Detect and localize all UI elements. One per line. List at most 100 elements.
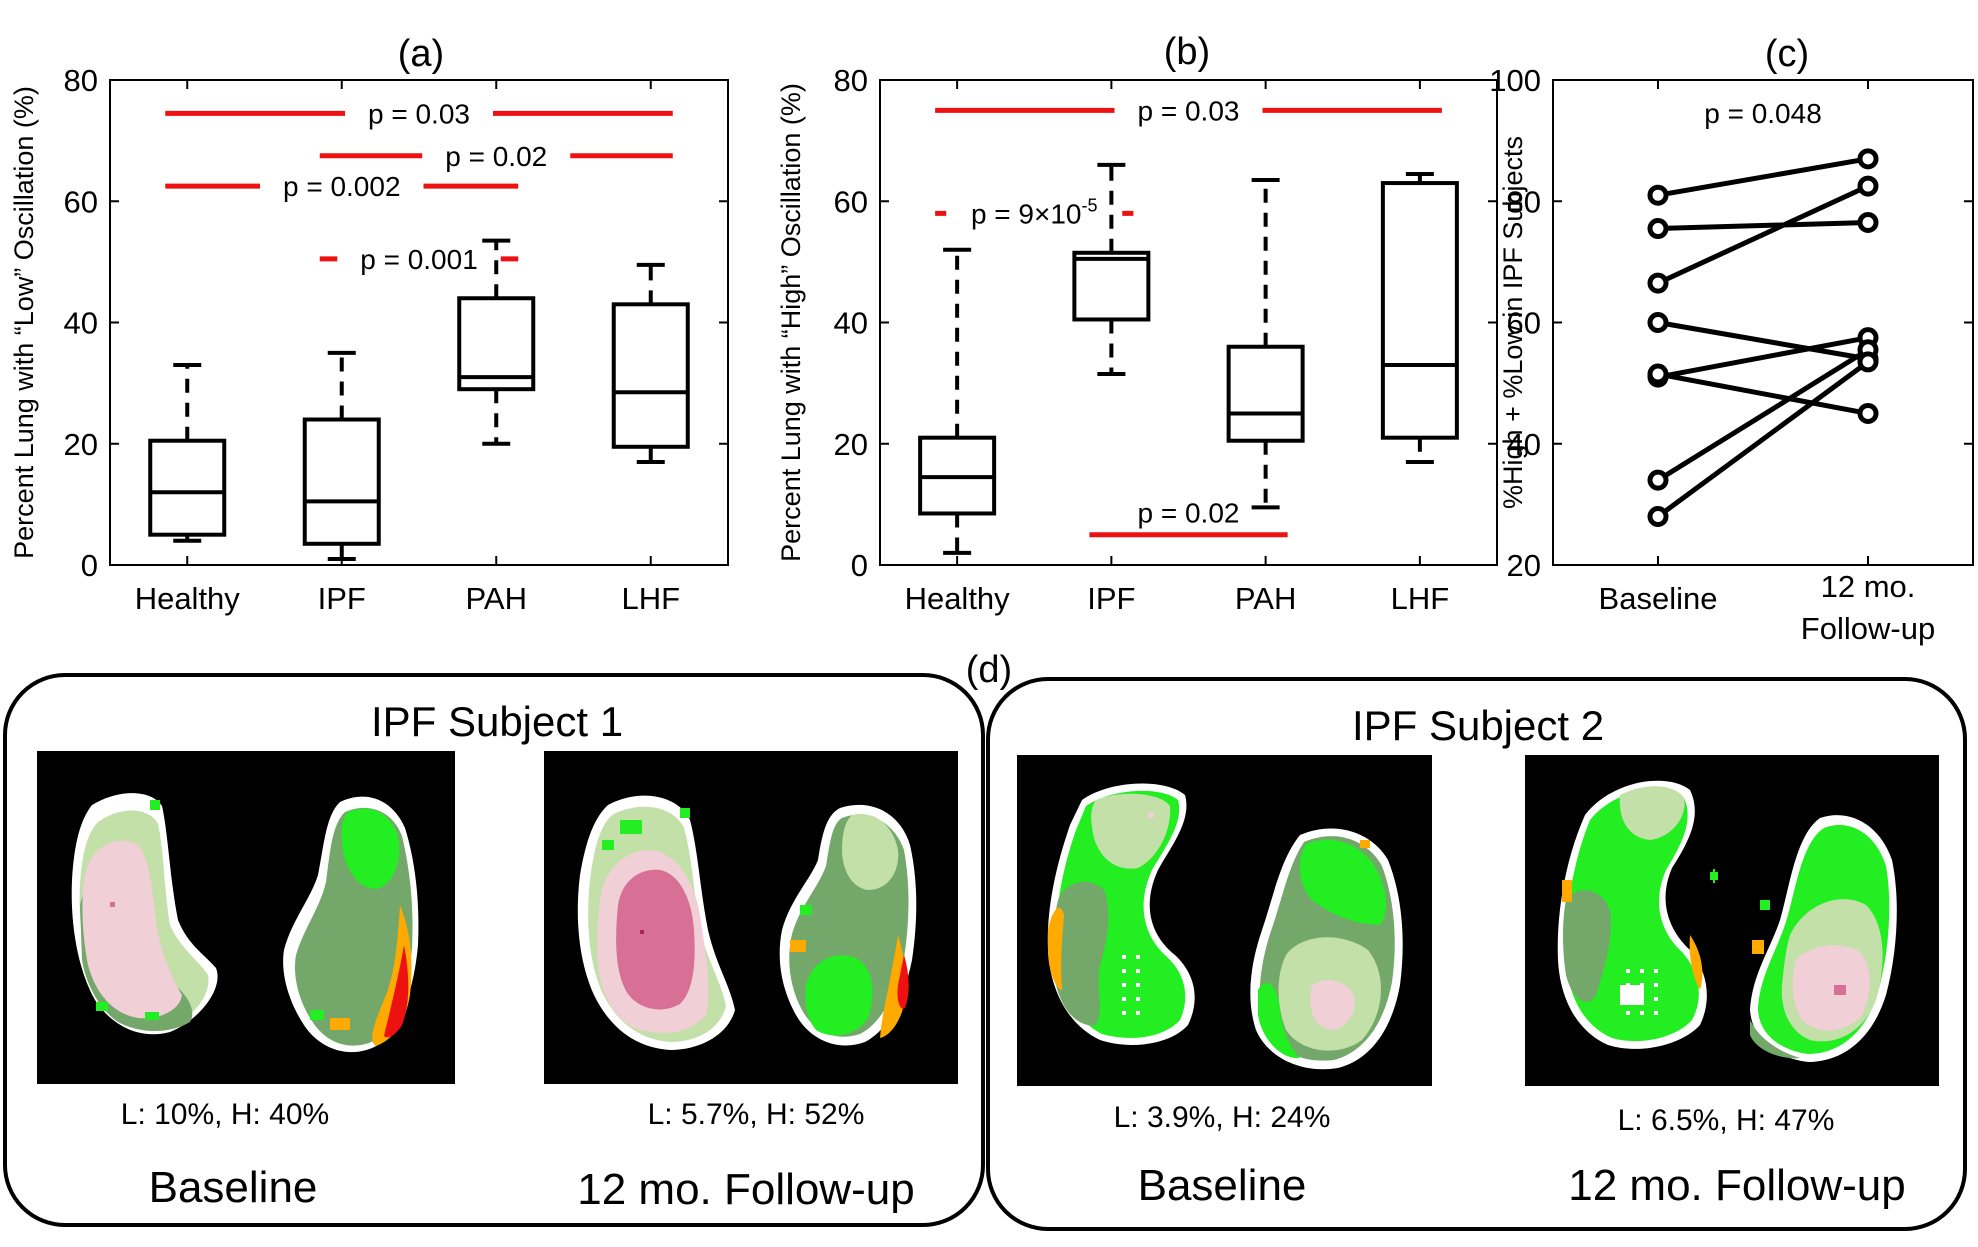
y-tick-label: 80 <box>64 63 98 98</box>
y-tick-label: 40 <box>1507 427 1541 462</box>
panel-a-chart: (a) 0 20 40 60 80 Percent Lung with “Low” Osci… <box>9 33 729 616</box>
y-tick-label: 20 <box>64 427 98 462</box>
box-pah <box>1226 178 1305 510</box>
followup-point <box>1857 351 1879 373</box>
right-lung <box>1750 815 1897 1062</box>
subject-1-title: IPF Subject 1 <box>371 698 623 745</box>
panel-c-chart: (c) 20 40 60 80 100 %High + %Low in IPF Subjec… <box>1489 33 1974 646</box>
followup-point <box>1857 175 1879 197</box>
significance-label: p = 0.001 <box>360 244 478 275</box>
significance-label: p = 9×10-5 <box>971 195 1098 229</box>
significance-bracket: p = 9×10-5 <box>935 195 1134 229</box>
subject-pair-2 <box>1647 211 1879 240</box>
followup-point <box>1857 148 1879 170</box>
baseline-point <box>1647 272 1669 294</box>
subject-1-frame <box>3 673 985 1227</box>
left-lung <box>1047 783 1195 1045</box>
x-tick-label: Follow-up <box>1801 611 1935 646</box>
subject-2-frame <box>986 677 1967 1231</box>
x-tick-label: IPF <box>318 581 366 616</box>
y-axis-label: Percent Lung with “High” Oscillation (%) <box>776 83 806 562</box>
subject-pair-6 <box>1647 363 1879 424</box>
significance-label: p = 0.02 <box>1138 498 1240 529</box>
y-tick-label: 20 <box>834 427 868 462</box>
subject-2-baseline-label: Baseline <box>1138 1161 1307 1210</box>
baseline-point <box>1647 184 1669 206</box>
subject-2-followup-label: 12 mo. Follow-up <box>1568 1161 1905 1210</box>
pair-line <box>1657 320 1869 362</box>
left-lung <box>577 795 735 1050</box>
left-lung <box>1557 780 1707 1049</box>
significance-bracket: p = 0.02 <box>319 141 673 172</box>
x-tick-label: Healthy <box>905 581 1011 616</box>
y-tick-label: 60 <box>64 184 98 219</box>
subject-2-followup-stats: L: 6.5%, H: 47% <box>1618 1104 1835 1137</box>
subject-1-baseline-stats: L: 10%, H: 40% <box>121 1098 329 1131</box>
box-iqr <box>1072 250 1151 322</box>
panel-b-chart: (b) 0 20 40 60 80 Percent Lung with “High” Osc… <box>776 31 1498 616</box>
y-tick-label: 0 <box>81 548 98 583</box>
subject-pair-7 <box>1647 339 1879 491</box>
subject-1-panel: IPF Subject 1 <box>3 673 985 1227</box>
subject-2-baseline-stats: L: 3.9%, H: 24% <box>1114 1101 1331 1134</box>
y-tick-label: 40 <box>834 306 868 341</box>
box-iqr <box>1226 344 1305 443</box>
subject-pair-3 <box>1647 175 1879 294</box>
subject-pair-1 <box>1647 148 1879 206</box>
baseline-point <box>1647 363 1669 385</box>
x-tick-label: PAH <box>466 581 527 616</box>
x-tick-label: LHF <box>621 581 680 616</box>
y-tick-label: 100 <box>1489 63 1541 98</box>
x-tick-label: PAH <box>1235 581 1296 616</box>
y-tick-label: 80 <box>834 63 868 98</box>
subject-2-followup-scan <box>1525 755 1939 1086</box>
box-lhf <box>611 262 690 464</box>
pair-line <box>1657 371 1869 416</box>
y-tick-label: 60 <box>1507 306 1541 341</box>
x-tick-label: IPF <box>1087 581 1135 616</box>
y-axis-label: Percent Lung with “Low” Oscillation (%) <box>9 86 39 559</box>
significance-label: p = 0.03 <box>1138 95 1240 126</box>
pair-line <box>1657 335 1869 380</box>
significance-bracket: p = 0.02 <box>1089 498 1288 538</box>
x-tick-label: LHF <box>1391 581 1450 616</box>
x-tick-label: 12 mo. <box>1821 569 1916 604</box>
p-value-label: p = 0.048 <box>1704 98 1822 129</box>
subject-1-followup-scan <box>544 751 958 1084</box>
significance-bracket: p = 0.03 <box>935 95 1442 126</box>
baseline-point <box>1647 469 1669 491</box>
significance-bracket: p = 0.002 <box>165 171 519 202</box>
followup-point <box>1857 211 1879 233</box>
box-pah <box>457 238 536 446</box>
box-ipf <box>1072 162 1151 377</box>
baseline-point <box>1647 218 1669 240</box>
followup-point <box>1857 402 1879 424</box>
y-tick-label: 20 <box>1507 548 1541 583</box>
pair-line <box>1657 156 1869 198</box>
significance-bracket: p = 0.03 <box>165 98 673 129</box>
subject-2-panel: IPF Subject 2 <box>986 677 1967 1231</box>
panel-label: (c) <box>1765 33 1809 75</box>
panel-label: (a) <box>398 33 444 75</box>
significance-label: p = 0.002 <box>283 171 401 202</box>
right-lung <box>1250 828 1403 1070</box>
x-tick-label: Baseline <box>1599 581 1718 616</box>
y-tick-label: 80 <box>1507 184 1541 219</box>
box-healthy <box>918 247 997 555</box>
subject-pair-8 <box>1647 351 1879 527</box>
subject-2-title: IPF Subject 2 <box>1352 702 1604 749</box>
panel-label: (b) <box>1164 31 1210 73</box>
baseline-point <box>1647 312 1669 333</box>
y-tick-label: 60 <box>834 184 868 219</box>
y-axis-label: %High + %Low in IPF Subjects <box>1498 136 1528 509</box>
right-lung <box>779 804 917 1046</box>
axes-frame <box>1552 79 1974 566</box>
baseline-point <box>1647 506 1669 527</box>
y-tick-label: 40 <box>64 306 98 341</box>
pair-line <box>1656 183 1870 286</box>
subject-1-baseline-label: Baseline <box>149 1163 318 1212</box>
y-tick-label: 0 <box>851 548 868 583</box>
box-iqr <box>302 417 381 546</box>
box-iqr <box>148 438 227 537</box>
